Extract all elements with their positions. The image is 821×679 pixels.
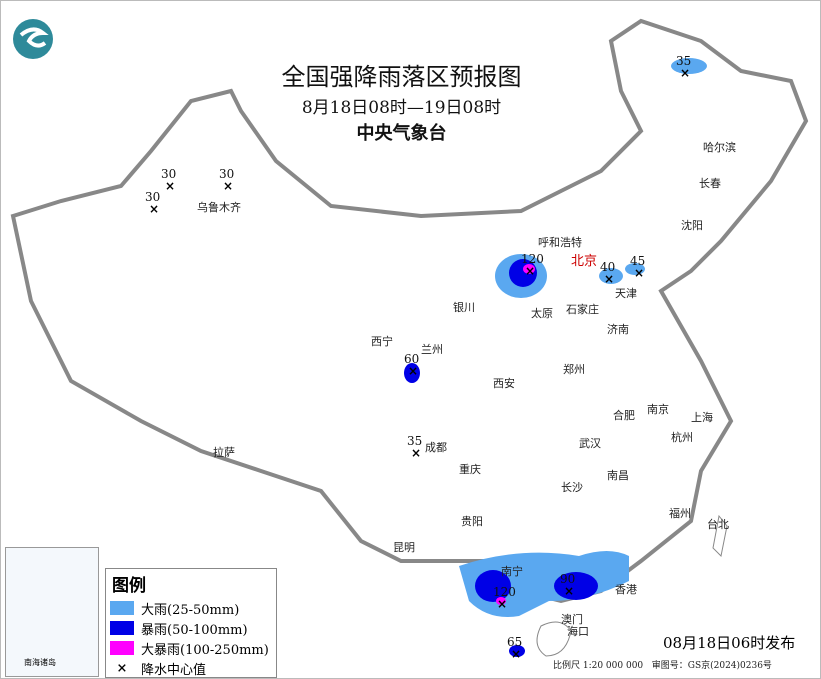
rain-center-value: 120 bbox=[493, 585, 516, 599]
rain-center-marker: × bbox=[223, 179, 233, 193]
city-label: 西安 bbox=[493, 376, 515, 390]
legend-item-center: × 降水中心值 bbox=[116, 661, 207, 678]
city-label: 杭州 bbox=[671, 430, 693, 444]
rain-center-value: 45 bbox=[630, 254, 645, 268]
rain-center-marker: × bbox=[604, 272, 614, 286]
legend-item-heavy-rainstorm: 大暴雨(100-250mm) bbox=[110, 638, 276, 658]
city-label: 呼和浩特 bbox=[538, 235, 582, 249]
legend-item-rainstorm: 暴雨(50-100mm) bbox=[110, 618, 276, 638]
rain-center-value: 30 bbox=[161, 167, 176, 181]
city-label: 长沙 bbox=[561, 481, 583, 494]
city-label: 长春 bbox=[699, 177, 721, 190]
city-label: 兰州 bbox=[421, 343, 443, 356]
city-label: 天津 bbox=[615, 287, 637, 300]
rain-center-marker: × bbox=[408, 364, 418, 378]
city-label: 澳门 bbox=[561, 612, 583, 626]
rain-center-value: 30 bbox=[219, 167, 234, 181]
city-label: 香港 bbox=[615, 583, 637, 596]
city-label: 郑州 bbox=[563, 362, 585, 376]
legend-title: 图例 bbox=[112, 576, 146, 596]
rain-center-value: 35 bbox=[407, 434, 422, 448]
city-label: 台北 bbox=[707, 517, 729, 531]
city-label: 银川 bbox=[453, 300, 475, 314]
map-title: 全国强降雨落区预报图 bbox=[281, 63, 522, 91]
rain-center-marker: × bbox=[497, 597, 507, 611]
rain-center-marker: × bbox=[634, 266, 644, 280]
rain-areas bbox=[404, 58, 707, 657]
city-label: 上海 bbox=[691, 410, 713, 424]
legend: 图例 大雨(25-50mm) 暴雨(50-100mm) 大暴雨(100-250m… bbox=[105, 568, 277, 678]
city-label: 拉萨 bbox=[213, 445, 235, 459]
taiwan-island bbox=[712, 514, 728, 558]
hainan-island bbox=[536, 621, 572, 657]
city-label: 北京 bbox=[571, 254, 597, 269]
city-label: 南宁 bbox=[501, 564, 523, 578]
legend-item-heavy-rain: 大雨(25-50mm) bbox=[110, 598, 276, 618]
issued-time: 08月18日06时发布 bbox=[663, 634, 796, 652]
city-label: 贵阳 bbox=[461, 515, 483, 528]
inset-label: 南海诸岛 bbox=[24, 658, 56, 667]
rain-center-marker: × bbox=[525, 264, 535, 278]
city-label: 石家庄 bbox=[566, 302, 599, 316]
city-label: 海口 bbox=[567, 624, 589, 638]
city-label: 济南 bbox=[607, 322, 629, 336]
city-label: 西宁 bbox=[371, 334, 393, 348]
city-label: 乌鲁木齐 bbox=[197, 200, 241, 214]
city-label: 重庆 bbox=[459, 462, 481, 476]
rain-center-value: 40 bbox=[600, 260, 615, 274]
rain-center-marker: × bbox=[411, 446, 421, 460]
rain-center-value: 120 bbox=[521, 252, 544, 266]
scale-and-review: 比例尺 1:20 000 000 审图号：GS京(2024)0236号 bbox=[553, 661, 772, 671]
rain-center-marker: × bbox=[564, 584, 574, 598]
rain-center-marker: × bbox=[511, 647, 521, 661]
south-china-sea-inset: 南海诸岛 bbox=[5, 547, 99, 677]
rain-center-marker: × bbox=[680, 66, 690, 80]
rain-center-value: 65 bbox=[507, 635, 522, 649]
city-label: 南昌 bbox=[607, 469, 629, 482]
rain-center-value: 60 bbox=[404, 352, 419, 366]
china-border bbox=[10, 18, 809, 604]
city-label: 沈阳 bbox=[681, 218, 703, 232]
city-label: 哈尔滨 bbox=[703, 140, 736, 154]
city-label: 合肥 bbox=[613, 408, 635, 422]
city-label: 南京 bbox=[647, 402, 669, 416]
rain-center-marker: × bbox=[165, 179, 175, 193]
city-label: 太原 bbox=[531, 307, 553, 320]
city-label: 福州 bbox=[669, 506, 691, 520]
issuer: 中央气象台 bbox=[356, 123, 447, 144]
logo bbox=[13, 19, 53, 59]
rain-center-value: 30 bbox=[145, 190, 160, 204]
rain-center-marker: × bbox=[149, 202, 159, 216]
rain-center-value: 90 bbox=[560, 572, 575, 586]
city-label: 武汉 bbox=[579, 437, 601, 450]
forecast-period: 8月18日08时—19日08时 bbox=[301, 98, 502, 118]
city-label: 昆明 bbox=[393, 541, 415, 554]
rain-center-value: 35 bbox=[676, 54, 691, 68]
city-label: 成都 bbox=[425, 441, 447, 454]
